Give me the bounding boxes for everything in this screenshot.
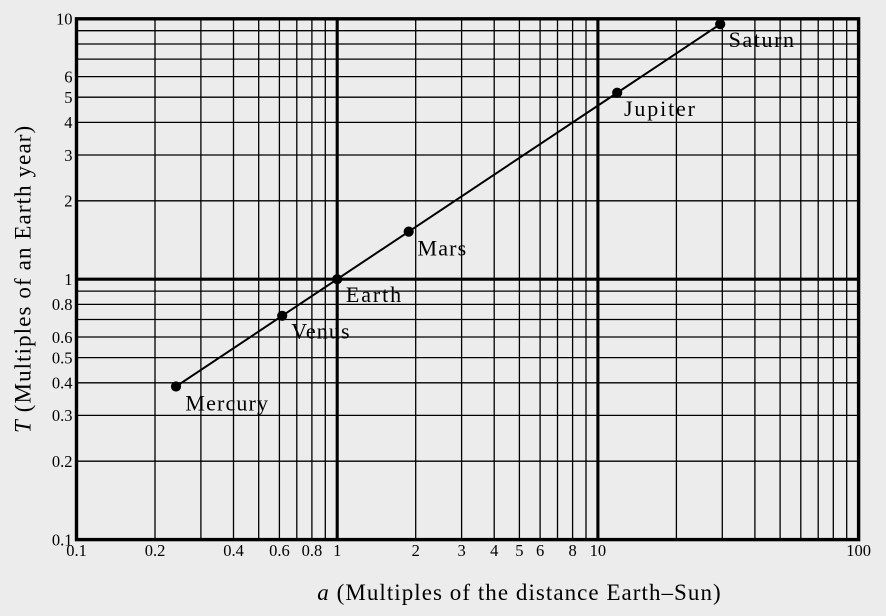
svg-text:Saturn: Saturn xyxy=(729,27,796,52)
svg-text:0.6: 0.6 xyxy=(52,328,73,347)
svg-text:0.6: 0.6 xyxy=(269,541,290,560)
svg-text:5: 5 xyxy=(64,88,72,107)
svg-text:5: 5 xyxy=(515,541,523,560)
svg-text:0.3: 0.3 xyxy=(52,406,73,425)
svg-text:6: 6 xyxy=(536,541,544,560)
svg-text:0.4: 0.4 xyxy=(52,374,73,393)
svg-text:4: 4 xyxy=(490,541,498,560)
svg-text:10: 10 xyxy=(590,541,607,560)
svg-text:4: 4 xyxy=(64,113,72,132)
svg-text:10: 10 xyxy=(56,10,73,29)
svg-text:6: 6 xyxy=(64,67,72,86)
svg-text:1: 1 xyxy=(64,270,72,289)
svg-text:0.5: 0.5 xyxy=(52,348,73,367)
svg-text:Mercury: Mercury xyxy=(185,390,269,415)
svg-text:Mars: Mars xyxy=(418,236,468,261)
svg-text:0.2: 0.2 xyxy=(52,452,73,471)
svg-text:0.4: 0.4 xyxy=(223,541,244,560)
svg-text:8: 8 xyxy=(568,541,576,560)
svg-text:T (Multiples of an Earth year): T (Multiples of an Earth year) xyxy=(11,125,36,433)
svg-text:1: 1 xyxy=(333,541,341,560)
svg-text:3: 3 xyxy=(457,541,465,560)
svg-text:a (Multiples of the distance E: a (Multiples of the distance Earth–Sun) xyxy=(317,580,721,605)
svg-text:Earth: Earth xyxy=(346,282,403,307)
svg-text:Jupiter: Jupiter xyxy=(624,96,697,121)
svg-text:0.2: 0.2 xyxy=(145,541,166,560)
svg-text:3: 3 xyxy=(64,146,72,165)
svg-text:0.1: 0.1 xyxy=(52,530,73,549)
svg-text:Venus: Venus xyxy=(291,319,350,344)
svg-text:2: 2 xyxy=(412,541,420,560)
svg-text:0.8: 0.8 xyxy=(302,541,323,560)
svg-text:0.8: 0.8 xyxy=(52,295,73,314)
svg-text:2: 2 xyxy=(64,192,72,211)
svg-text:100: 100 xyxy=(846,541,871,560)
svg-text:0.1: 0.1 xyxy=(66,541,87,560)
